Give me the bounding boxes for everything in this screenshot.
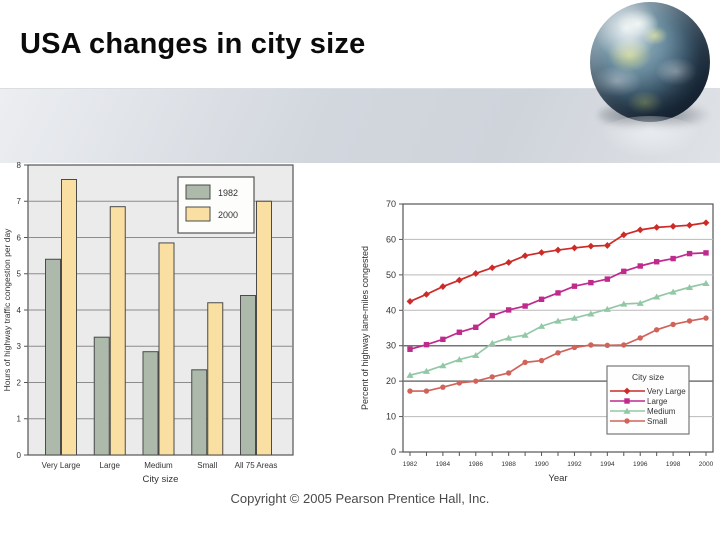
- line-y-axis: 0 10 20 30 40 50 60 70: [386, 199, 403, 457]
- svg-text:5: 5: [17, 270, 22, 279]
- svg-text:2: 2: [17, 378, 22, 387]
- svg-text:Small: Small: [197, 461, 217, 470]
- svg-text:3: 3: [17, 342, 22, 351]
- svg-text:All 75 Areas: All 75 Areas: [235, 461, 278, 470]
- bar-2000-Large: [109, 206, 126, 456]
- svg-text:Large: Large: [647, 397, 668, 406]
- line-x-axis: 1982 1984 1986 1988 1990 1992 1994 1996 1998 2000: [403, 452, 714, 468]
- bar-2000-Medium: [158, 242, 175, 456]
- svg-text:1986: 1986: [469, 461, 484, 468]
- svg-text:2000: 2000: [699, 461, 714, 468]
- bar-series-1982: [45, 258, 256, 456]
- bar-2000-All 75 Areas: [256, 200, 272, 456]
- svg-text:1: 1: [17, 415, 22, 424]
- bar-y-axis: 0 1 2 3 4 5 6 7 8: [17, 161, 28, 460]
- bar-chart: 0 1 2 3 4 5 6 7 8 Very Large Large Medium Small All 7…: [2, 161, 294, 485]
- svg-text:0: 0: [17, 451, 22, 460]
- globe-reflection: [596, 116, 704, 160]
- page-title: USA changes in city size: [20, 28, 366, 60]
- bar-1982-Medium: [142, 351, 159, 456]
- line-ylabel: Percent of highway lane-miles congested: [360, 246, 370, 410]
- surface-band: [0, 88, 720, 163]
- svg-text:10: 10: [386, 412, 396, 422]
- bar-xlabel: City size: [143, 474, 179, 485]
- svg-text:Medium: Medium: [144, 461, 173, 470]
- bar-1982-Large: [93, 336, 110, 456]
- svg-text:0: 0: [391, 447, 396, 457]
- copyright-text: Copyright © 2005 Pearson Prentice Hall, …: [230, 491, 490, 506]
- bar-2000-Very Large: [61, 179, 77, 456]
- svg-text:1982: 1982: [218, 188, 238, 198]
- bar-ylabel: Hours of highway traffic congestion per …: [2, 228, 12, 392]
- svg-text:1998: 1998: [666, 461, 681, 468]
- svg-text:7: 7: [17, 197, 22, 206]
- svg-text:60: 60: [386, 234, 396, 244]
- svg-text:Very Large: Very Large: [647, 387, 686, 396]
- svg-text:2000: 2000: [218, 210, 238, 220]
- svg-text:40: 40: [386, 305, 396, 315]
- svg-text:1984: 1984: [436, 461, 451, 468]
- globe-image: [584, 0, 720, 162]
- svg-text:Small: Small: [647, 417, 667, 426]
- svg-text:8: 8: [17, 161, 22, 170]
- line-series-small: [407, 315, 709, 394]
- svg-text:Medium: Medium: [647, 407, 676, 416]
- bar-2000-Small: [207, 302, 224, 456]
- bar-1982-All 75 Areas: [240, 295, 256, 456]
- svg-text:30: 30: [386, 341, 396, 351]
- svg-text:Very Large: Very Large: [42, 461, 81, 470]
- bar-series-2000: [61, 179, 272, 456]
- svg-text:1992: 1992: [567, 461, 582, 468]
- line-xlabel: Year: [548, 473, 567, 484]
- svg-text:1982: 1982: [403, 461, 418, 468]
- bar-x-axis-labels: Very Large Large Medium Small All 75 Areas: [42, 461, 278, 470]
- svg-text:Large: Large: [100, 461, 121, 470]
- bar-legend: 1982 2000: [177, 176, 255, 234]
- svg-text:1988: 1988: [501, 461, 516, 468]
- svg-text:70: 70: [386, 199, 396, 209]
- svg-text:4: 4: [17, 306, 22, 315]
- svg-text:20: 20: [386, 376, 396, 386]
- line-series-medium: [406, 280, 710, 378]
- svg-text:1994: 1994: [600, 461, 615, 468]
- svg-text:6: 6: [17, 233, 22, 242]
- line-series-large: [407, 250, 709, 352]
- svg-text:1990: 1990: [534, 461, 549, 468]
- bar-1982-Very Large: [45, 258, 61, 456]
- svg-text:50: 50: [386, 270, 396, 280]
- bar-1982-Small: [191, 369, 208, 456]
- earth-globe-icon: [590, 2, 710, 122]
- svg-text:1996: 1996: [633, 461, 648, 468]
- line-legend-title: City size: [632, 372, 664, 382]
